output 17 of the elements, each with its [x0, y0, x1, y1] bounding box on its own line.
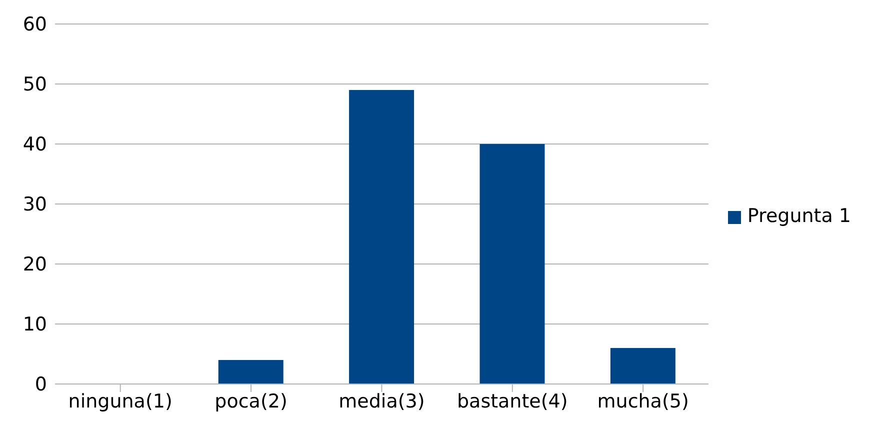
- y-tick-label: 40: [22, 134, 47, 156]
- bar: [349, 90, 414, 384]
- y-tick-label: 10: [22, 314, 47, 336]
- bar: [610, 348, 676, 384]
- x-tick-label: bastante(4): [456, 390, 568, 412]
- x-tick-label: ninguna(1): [68, 390, 172, 412]
- bar: [480, 144, 545, 384]
- legend-label: Pregunta 1: [747, 205, 851, 227]
- y-tick-label: 0: [34, 374, 47, 396]
- x-tick-label: mucha(5): [597, 390, 689, 412]
- y-tick-label: 30: [22, 194, 47, 216]
- y-tick-label: 20: [22, 254, 47, 276]
- x-tick-label: media(3): [338, 390, 425, 412]
- y-tick-label: 50: [22, 74, 47, 96]
- x-tick-label: poca(2): [214, 390, 288, 412]
- y-tick-label: 60: [22, 14, 47, 36]
- bar: [218, 360, 284, 384]
